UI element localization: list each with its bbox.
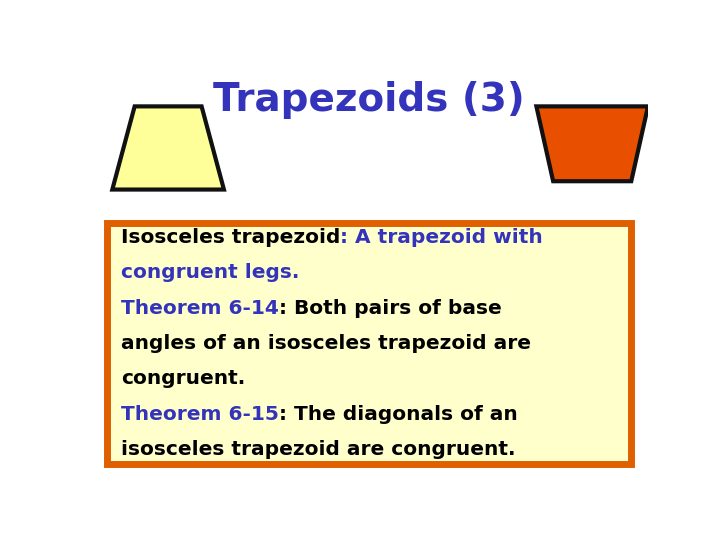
Text: : A trapezoid with: : A trapezoid with (340, 228, 543, 247)
Text: Theorem 6-15: Theorem 6-15 (121, 404, 279, 423)
Text: Isosceles trapezoid: Isosceles trapezoid (121, 228, 340, 247)
Text: Theorem 6-14: Theorem 6-14 (121, 299, 279, 318)
Text: isosceles trapezoid are congruent.: isosceles trapezoid are congruent. (121, 440, 516, 459)
Text: congruent legs.: congruent legs. (121, 263, 299, 282)
Text: angles of an isosceles trapezoid are: angles of an isosceles trapezoid are (121, 334, 531, 353)
Text: congruent.: congruent. (121, 369, 245, 388)
Text: Trapezoids (3): Trapezoids (3) (213, 81, 525, 119)
Polygon shape (536, 106, 648, 181)
Text: : The diagonals of an: : The diagonals of an (279, 404, 517, 423)
FancyBboxPatch shape (107, 223, 631, 464)
Polygon shape (112, 106, 224, 190)
Text: : Both pairs of base: : Both pairs of base (279, 299, 501, 318)
